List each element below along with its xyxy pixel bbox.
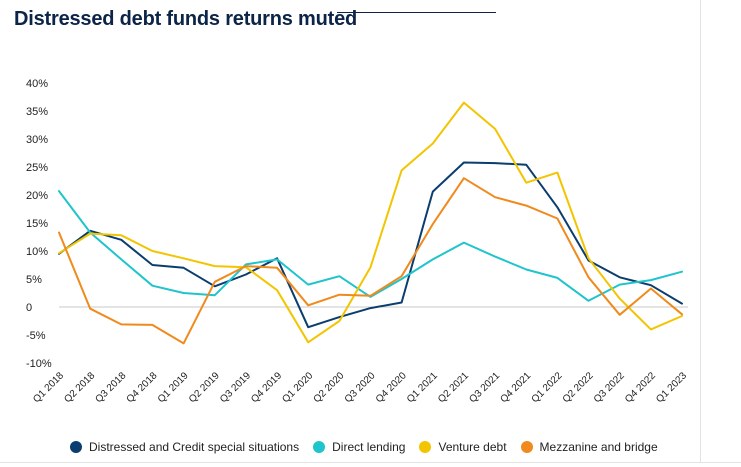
legend-label-distressed: Distressed and Credit special situations — [89, 440, 300, 454]
x-tick-label: Q1 2023 — [654, 370, 689, 405]
y-tick-label: -10% — [26, 358, 52, 370]
x-tick-label: Q3 2021 — [467, 370, 502, 405]
y-tick-label: 20% — [26, 190, 48, 202]
x-tick-label: Q3 2018 — [94, 370, 129, 405]
y-tick-label: -5% — [26, 330, 46, 342]
bottom-border — [0, 462, 741, 463]
y-tick-label: 10% — [26, 246, 48, 258]
legend-item-direct-lending: Direct lending — [313, 440, 405, 454]
legend-swatch-direct-lending — [313, 441, 326, 453]
x-tick-label: Q4 2020 — [374, 370, 409, 405]
legend: Distressed and Credit special situations… — [70, 440, 672, 454]
y-tick-label: 35% — [26, 106, 48, 118]
x-tick-label: Q1 2021 — [405, 370, 440, 405]
x-tick-label: Q2 2021 — [436, 370, 471, 405]
legend-item-distressed: Distressed and Credit special situations — [70, 440, 299, 454]
x-tick-label: Q1 2018 — [31, 370, 66, 405]
x-tick-label: Q4 2021 — [498, 370, 533, 405]
legend-swatch-mezzanine — [520, 441, 533, 453]
legend-item-venture-debt: Venture debt — [419, 440, 507, 454]
right-border — [700, 0, 701, 462]
x-tick-label: Q3 2019 — [218, 370, 253, 405]
x-tick-label: Q3 2022 — [592, 370, 627, 405]
x-tick-label: Q2 2022 — [561, 370, 596, 405]
title-divider — [337, 12, 496, 13]
legend-item-mezzanine: Mezzanine and bridge — [520, 440, 658, 454]
x-tick-label: Q4 2018 — [125, 370, 160, 405]
y-tick-label: 0 — [26, 302, 32, 314]
legend-label-venture-debt: Venture debt — [438, 440, 507, 454]
y-axis: 40% 35% 30% 25% 20% 15% 10% 5% 0 -5% -10% — [26, 78, 52, 370]
series-line-1 — [58, 190, 683, 302]
series-line-2 — [58, 101, 683, 344]
x-tick-label: Q1 2022 — [530, 370, 565, 405]
legend-label-direct-lending: Direct lending — [332, 440, 406, 454]
legend-label-mezzanine: Mezzanine and bridge — [539, 440, 658, 454]
x-tick-label: Q2 2019 — [187, 370, 222, 405]
x-tick-label: Q4 2022 — [623, 370, 658, 405]
y-tick-label: 15% — [26, 218, 48, 230]
y-tick-label: 25% — [26, 162, 48, 174]
x-tick-label: Q1 2019 — [156, 370, 191, 405]
x-tick-label: Q2 2020 — [312, 370, 347, 405]
chart-title: Distressed debt funds returns muted — [14, 8, 358, 30]
series-group — [58, 101, 683, 345]
y-tick-label: 30% — [26, 134, 48, 146]
series-line-0 — [58, 161, 683, 329]
line-chart: 40%35%30%25%20%15%10%5%0-5%-10% Q1 2018Q… — [26, 78, 689, 405]
legend-swatch-venture-debt — [419, 441, 432, 453]
x-tick-label: Q3 2020 — [343, 370, 378, 405]
y-tick-label: 5% — [26, 274, 42, 286]
x-tick-label: Q1 2020 — [280, 370, 315, 405]
y-tick-label: 40% — [26, 78, 48, 90]
legend-swatch-distressed — [70, 441, 82, 453]
x-tick-label: Q2 2018 — [62, 370, 97, 405]
x-tick-label: Q4 2019 — [249, 370, 284, 405]
series-line-3 — [58, 177, 683, 345]
